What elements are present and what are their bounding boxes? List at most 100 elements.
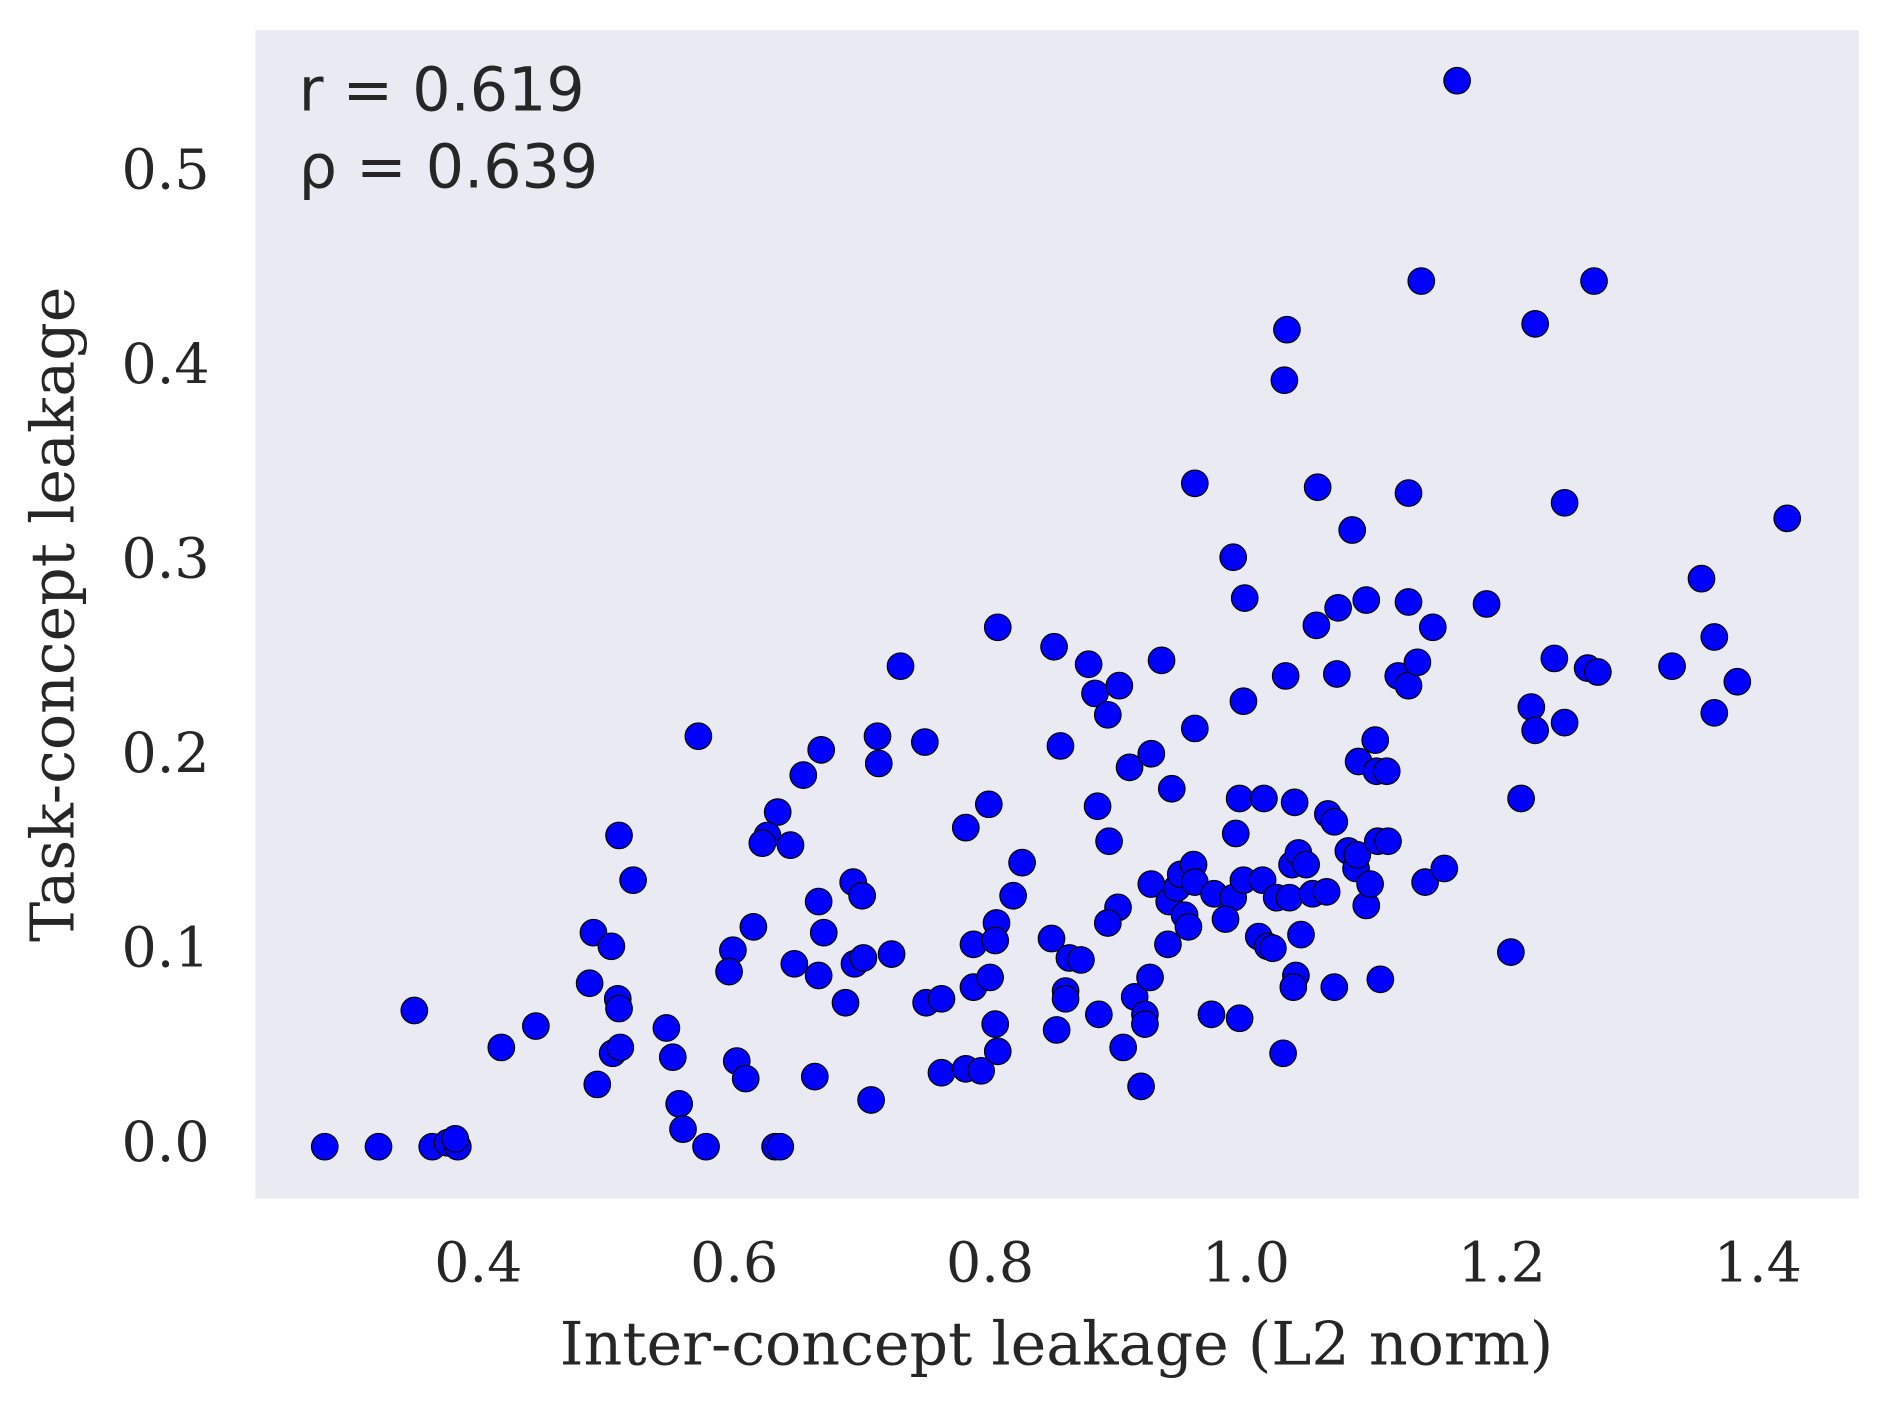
point bbox=[1723, 667, 1752, 696]
point bbox=[807, 735, 836, 764]
point bbox=[1343, 841, 1372, 869]
point bbox=[1269, 1039, 1297, 1068]
point bbox=[763, 798, 792, 826]
point bbox=[441, 1125, 470, 1153]
point bbox=[789, 761, 818, 789]
point bbox=[983, 613, 1012, 642]
y-tick-label: 0.1 bbox=[121, 917, 209, 981]
point bbox=[1302, 611, 1331, 640]
point bbox=[1394, 479, 1423, 507]
point bbox=[1225, 784, 1254, 813]
point bbox=[1219, 543, 1248, 572]
point bbox=[1320, 807, 1349, 836]
point bbox=[974, 790, 1003, 819]
point bbox=[1270, 366, 1299, 395]
point bbox=[1550, 708, 1579, 737]
point bbox=[780, 949, 809, 978]
annotation: r = 0.619 bbox=[299, 56, 585, 126]
point bbox=[1540, 644, 1569, 673]
point bbox=[487, 1033, 516, 1062]
x-tick-label: 1.0 bbox=[1202, 1232, 1290, 1296]
point bbox=[1430, 854, 1459, 883]
point bbox=[605, 821, 633, 850]
point bbox=[1338, 516, 1367, 544]
point bbox=[1584, 658, 1612, 686]
point bbox=[1067, 946, 1095, 974]
point bbox=[927, 1058, 956, 1087]
point bbox=[1051, 984, 1080, 1013]
point bbox=[1197, 1000, 1226, 1029]
point bbox=[804, 961, 833, 990]
point bbox=[1658, 652, 1686, 681]
y-tick-label: 0.5 bbox=[121, 139, 209, 203]
point bbox=[1280, 788, 1309, 817]
point bbox=[692, 1132, 720, 1161]
point bbox=[1403, 648, 1432, 677]
point bbox=[731, 1064, 760, 1093]
point bbox=[597, 932, 626, 961]
point bbox=[1374, 827, 1402, 856]
point bbox=[800, 1062, 829, 1091]
point bbox=[967, 1056, 995, 1085]
point bbox=[1109, 1033, 1138, 1062]
point bbox=[1093, 909, 1122, 937]
point bbox=[1394, 671, 1423, 700]
point bbox=[1687, 564, 1716, 593]
point bbox=[1356, 870, 1384, 898]
point bbox=[1008, 848, 1036, 877]
point bbox=[1275, 883, 1304, 912]
point bbox=[1521, 309, 1550, 338]
point bbox=[1521, 716, 1550, 745]
y-tick-label: 0.0 bbox=[121, 1111, 209, 1175]
point bbox=[1361, 726, 1390, 754]
point bbox=[1322, 660, 1351, 688]
point bbox=[310, 1132, 339, 1161]
point bbox=[522, 1012, 550, 1040]
point bbox=[1115, 753, 1144, 782]
point bbox=[864, 749, 893, 778]
point bbox=[1580, 267, 1608, 295]
y-tick-label: 0.4 bbox=[121, 333, 209, 397]
point bbox=[652, 1014, 681, 1042]
point bbox=[1700, 699, 1729, 727]
point bbox=[575, 969, 604, 998]
point bbox=[1225, 1004, 1254, 1033]
point bbox=[776, 831, 805, 860]
point bbox=[999, 881, 1027, 910]
point bbox=[1443, 66, 1471, 95]
point bbox=[1472, 590, 1501, 618]
x-tick-label: 1.4 bbox=[1714, 1232, 1802, 1296]
point bbox=[1271, 662, 1300, 690]
point bbox=[606, 1033, 635, 1062]
point bbox=[1037, 924, 1066, 953]
point bbox=[1137, 739, 1166, 768]
point bbox=[848, 881, 876, 910]
point bbox=[981, 926, 1010, 955]
x-tick-label: 0.6 bbox=[690, 1232, 778, 1296]
point bbox=[1230, 584, 1259, 612]
point bbox=[684, 722, 713, 751]
point bbox=[1394, 588, 1423, 616]
x-axis-label: Inter-concept leakage (L2 norm) bbox=[560, 1310, 1554, 1380]
point bbox=[1279, 973, 1308, 1002]
point bbox=[951, 813, 980, 842]
point bbox=[715, 957, 743, 986]
point bbox=[1180, 714, 1209, 743]
point bbox=[1324, 593, 1352, 622]
point bbox=[1131, 1010, 1159, 1038]
point bbox=[1147, 646, 1176, 675]
point bbox=[1042, 1016, 1071, 1044]
point bbox=[857, 1086, 885, 1114]
point bbox=[1287, 920, 1315, 949]
annotation: ρ = 0.639 bbox=[299, 133, 598, 203]
point bbox=[1040, 632, 1068, 661]
point bbox=[1259, 934, 1287, 963]
point bbox=[1127, 1072, 1155, 1101]
y-tick-label: 0.2 bbox=[121, 722, 209, 786]
y-tick-label: 0.3 bbox=[121, 528, 209, 592]
point bbox=[1700, 623, 1729, 651]
point bbox=[1273, 315, 1301, 344]
point bbox=[976, 963, 1004, 992]
